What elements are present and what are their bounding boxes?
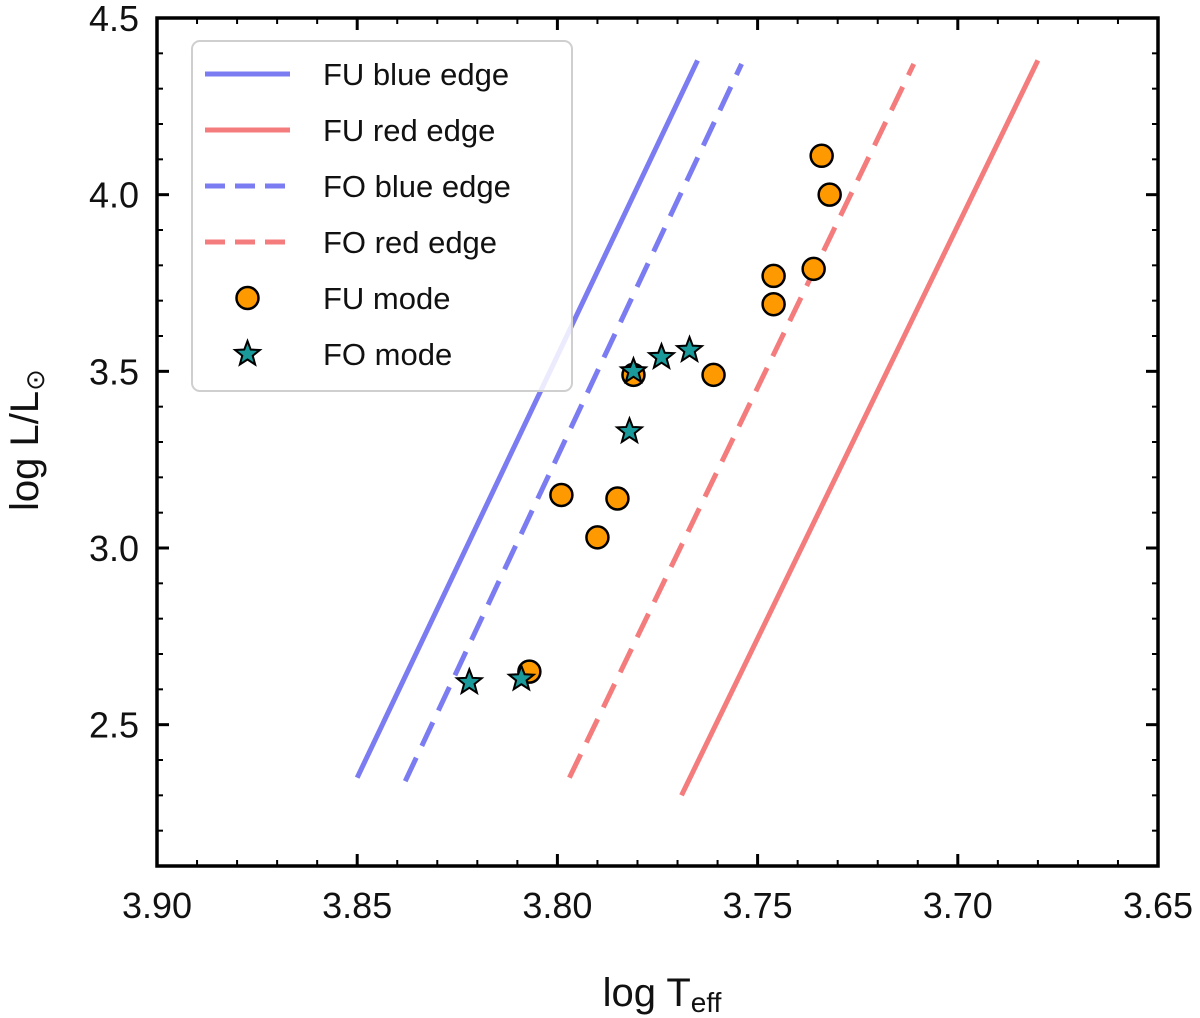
x-tick-label: 3.90	[122, 885, 192, 926]
fu-mode-point	[761, 263, 786, 289]
fo-mode-point	[646, 341, 677, 371]
y-axis-title: log L/L⊙	[3, 369, 50, 511]
series-line-fo-red-edge	[567, 62, 917, 779]
y-tick-label: 3.5	[89, 351, 139, 392]
fo-mode-point	[674, 334, 705, 363]
x-tick-label: 3.75	[723, 885, 793, 926]
legend-label-fu-blue-edge: FU blue edge	[323, 57, 509, 92]
fu-mode-point	[817, 182, 842, 207]
y-tick-label: 2.5	[89, 705, 139, 746]
series-line-fu-blue-edge	[354, 59, 700, 779]
y-tick-label: 4.0	[89, 175, 139, 216]
plot-frame	[155, 16, 1160, 868]
legend-label-fo-red-edge: FO red edge	[323, 225, 497, 260]
fu-mode-point	[585, 525, 610, 550]
series-line-fo-blue-edge	[402, 62, 744, 783]
fo-mode-point	[506, 662, 537, 692]
fo-mode-point	[614, 415, 645, 445]
fu-mode-point	[809, 143, 834, 169]
series-line-fu-red-edge	[679, 59, 1041, 797]
fo-mode-point	[618, 355, 649, 385]
legend: FU blue edge FU red edge FO blue edge FO re…	[191, 40, 573, 392]
y-tick-label: 4.5	[89, 0, 139, 39]
fu-mode-point	[701, 362, 726, 388]
y-tick-label: 3.0	[89, 528, 139, 569]
legend-label-fo-blue-edge: FO blue edge	[323, 169, 511, 204]
ticks-layer: 3.90 3.85 3.80 3.75 3.70 3.65 2.5 3.0 3.5 4.0 4.5	[89, 0, 1193, 926]
fo-mode-point	[454, 666, 485, 696]
legend-label-fu-red-edge: FU red edge	[323, 113, 495, 148]
fu-mode-point	[549, 482, 574, 508]
x-axis-title: log Teff	[603, 971, 722, 1018]
legend-label-fo-mode: FO mode	[323, 337, 452, 372]
series-layer	[354, 59, 1041, 797]
fu-mode-point	[801, 256, 826, 282]
legend-swatch-fo-mode	[232, 338, 263, 367]
legend-swatch-fu-mode	[235, 285, 260, 311]
x-tick-label: 3.65	[1123, 885, 1193, 926]
fu-mode-point	[761, 291, 786, 317]
fu-mode-point	[605, 486, 630, 511]
legend-label-fu-mode: FU mode	[323, 281, 450, 316]
x-tick-label: 3.70	[923, 885, 993, 926]
x-tick-label: 3.85	[322, 885, 392, 926]
x-tick-label: 3.80	[522, 885, 592, 926]
